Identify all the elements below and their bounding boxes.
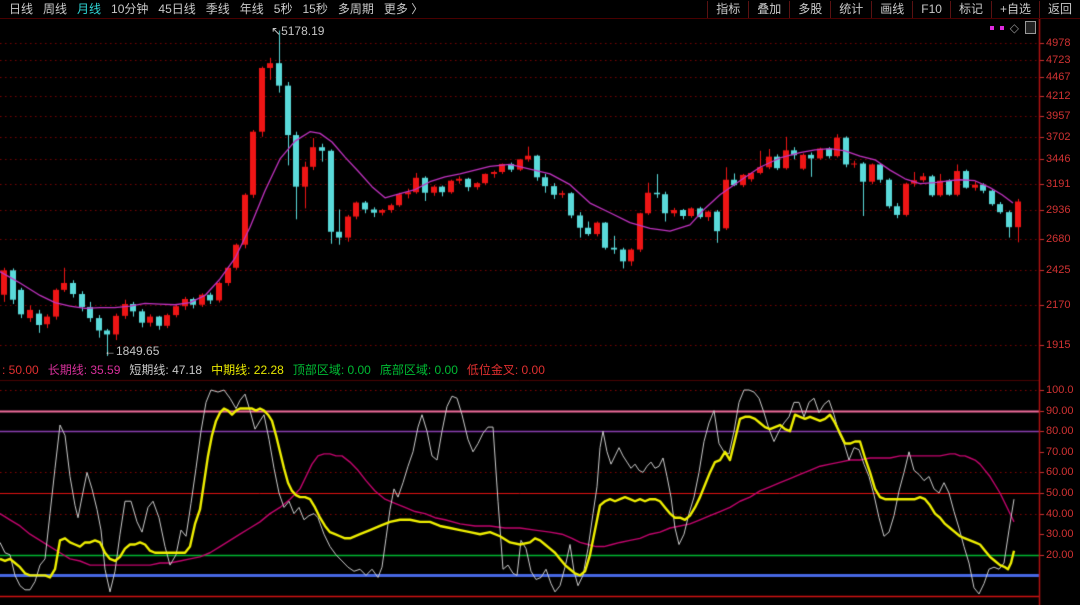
indicator-value-5: 底部区域: 0.00 (379, 363, 458, 377)
price-axis-label: 4467 (1046, 71, 1071, 84)
period-tab-1[interactable]: 周线 (43, 1, 68, 16)
period-tab-8[interactable]: 15秒 (302, 1, 328, 16)
indicator-value-3: 中期线: 22.28 (211, 363, 284, 377)
main-toolbar: 日线 周线 月线 10分钟 45日线 季线 年线 5秒 15秒 多周期 更多 〉 指标 叠加 多股 统计画… (0, 0, 1080, 19)
oscillator-axis-label: 90.00 (1046, 404, 1074, 417)
frame-icon[interactable] (1025, 21, 1036, 34)
arrow-up-left-icon: ↖ (271, 24, 282, 38)
tool-button-6[interactable]: 标记 (949, 0, 991, 18)
tool-menu: 指标 叠加 多股 统计 画线 F10 标记 +自选 返回 (707, 0, 1080, 18)
magenta-dot-icon (999, 25, 1004, 30)
tool-button-4[interactable]: 画线 (871, 0, 912, 18)
oscillator-axis-label: 100.0 (1046, 384, 1074, 396)
price-axis-label: 4723 (1046, 53, 1071, 66)
price-axis-label: 2936 (1046, 203, 1071, 216)
oscillator-axis-label: 60.00 (1046, 466, 1074, 479)
price-axis-label: 2680 (1046, 232, 1071, 245)
high-price-annotation: ↖5178.19 (271, 25, 324, 38)
oscillator-axis-label: 50.00 (1046, 487, 1074, 499)
low-price-value: 1849.65 (116, 344, 160, 358)
price-axis-label: 3702 (1046, 130, 1071, 143)
indicator-value-2: 短期线: 47.18 (129, 363, 203, 377)
indicator-value-0: : 50.00 (2, 363, 39, 377)
period-tab-0[interactable]: 日线 (9, 1, 34, 16)
period-tab-4[interactable]: 45日线 (158, 1, 196, 16)
arrow-left-icon: ← (104, 344, 116, 358)
period-tab-5[interactable]: 季线 (205, 1, 230, 16)
oscillator-axis-label: 80.00 (1046, 425, 1074, 438)
indicator-value-6: 低位金叉: 0.00 (466, 363, 545, 377)
oscillator-axis-label: 40.00 (1046, 507, 1074, 520)
indicator-value-4: 顶部区域: 0.00 (292, 363, 371, 377)
oscillator-axis-label: 20.00 (1046, 548, 1074, 561)
price-axis-label: 2170 (1046, 299, 1071, 312)
price-axis-label: 4212 (1046, 89, 1071, 102)
tool-button-5[interactable]: F10 (912, 0, 950, 18)
chart-marker-icons: ◇ (989, 20, 1036, 35)
low-price-annotation: ←1849.65 (104, 345, 159, 358)
price-axis-label: 3446 (1046, 153, 1071, 166)
price-axis-label: 2425 (1046, 264, 1071, 277)
period-tab-10[interactable]: 更多 〉 (383, 1, 424, 16)
tool-button-2[interactable]: 多股 (789, 0, 830, 18)
price-axis-label: 3957 (1046, 109, 1071, 122)
tool-button-1[interactable]: 叠加 (748, 0, 789, 18)
indicator-header-row: : 50.00 长期线: 35.59 短期线: 47.18 中期线: 22.28 顶部区… (2, 362, 554, 378)
period-tab-6[interactable]: 年线 (239, 1, 264, 16)
tool-button-3[interactable]: 统计 (830, 0, 871, 18)
period-tab-3[interactable]: 10分钟 (111, 1, 149, 16)
oscillator-axis-label: 70.00 (1046, 445, 1074, 458)
tool-button-0[interactable]: 指标 (707, 0, 748, 18)
period-menu: 日线 周线 月线 10分钟 45日线 季线 年线 5秒 15秒 多周期 更多 〉 (0, 1, 428, 18)
indicator-value-1: 长期线: 35.59 (47, 363, 121, 377)
tool-button-8[interactable]: 返回 (1038, 0, 1080, 18)
price-axis-label: 1915 (1046, 339, 1071, 351)
price-axis-label: 4978 (1046, 37, 1071, 49)
high-price-value: 5178.19 (281, 24, 325, 38)
tool-button-7[interactable]: +自选 (990, 0, 1039, 18)
magenta-dot-icon (989, 25, 994, 30)
price-axis-label: 3191 (1046, 177, 1071, 190)
period-tab-9[interactable]: 多周期 (337, 1, 374, 16)
period-tab-2[interactable]: 月线 (77, 1, 102, 16)
diamond-icon[interactable]: ◇ (1009, 20, 1019, 35)
oscillator-axis-label: 30.00 (1046, 528, 1074, 541)
period-tab-7[interactable]: 5秒 (273, 1, 293, 16)
